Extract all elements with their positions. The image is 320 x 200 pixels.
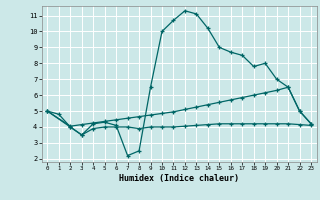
X-axis label: Humidex (Indice chaleur): Humidex (Indice chaleur)	[119, 174, 239, 183]
